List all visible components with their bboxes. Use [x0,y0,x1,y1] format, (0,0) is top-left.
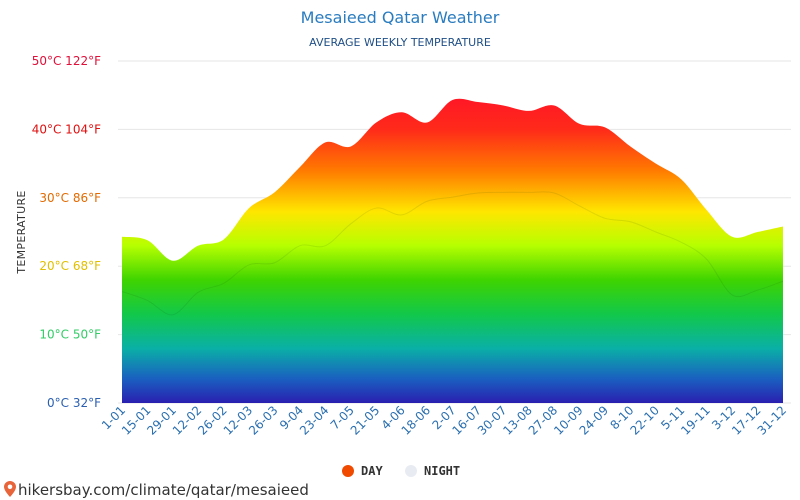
x-tick-label: 31-12 [755,403,790,438]
series-line-night [121,191,784,316]
legend-day-marker [342,465,354,477]
footer[interactable]: hikersbay.com/climate/qatar/mesaieed [4,481,309,499]
y-axis-ticks: 0°C 32°F 10°C 50°F 20°C 68°F 30°C 86°F 40°C … [32,54,101,410]
legend-night-marker [405,465,417,477]
x-tick-label: 19-11 [678,403,713,438]
legend-item-day[interactable]: DAY [342,464,383,478]
chart-subtitle: AVERAGE WEEKLY TEMPERATURE [309,36,491,49]
legend-night-label: NIGHT [424,464,460,478]
x-tick-label: 21-05 [348,403,383,438]
x-tick-label: 18-06 [399,403,434,438]
x-tick-label: 23-04 [297,403,332,438]
y-tick-label: 20°C 68°F [39,259,101,273]
y-tick-label: 0°C 32°F [47,396,101,410]
x-axis-ticks: 1-0115-0129-0112-0226-0212-0326-039-0423… [99,403,789,438]
x-tick-label: 22-10 [627,403,662,438]
map-pin-icon [4,481,16,497]
legend-item-night[interactable]: NIGHT [405,464,460,478]
series-area-night [122,191,783,403]
y-tick-label: 30°C 86°F [39,191,101,205]
legend: DAY NIGHT [342,464,460,478]
plot-area [121,98,784,404]
footer-link[interactable]: hikersbay.com/climate/qatar/mesaieed [18,481,309,499]
x-tick-label: 26-03 [246,403,281,438]
legend-day-label: DAY [361,464,383,478]
y-tick-label: 40°C 104°F [32,122,101,136]
chart-title: Mesaieed Qatar Weather [301,8,500,27]
x-tick-label: 24-09 [577,403,612,438]
y-tick-label: 10°C 50°F [39,328,101,342]
y-axis-label: TEMPERATURE [15,190,28,274]
y-tick-label: 50°C 122°F [32,54,101,68]
